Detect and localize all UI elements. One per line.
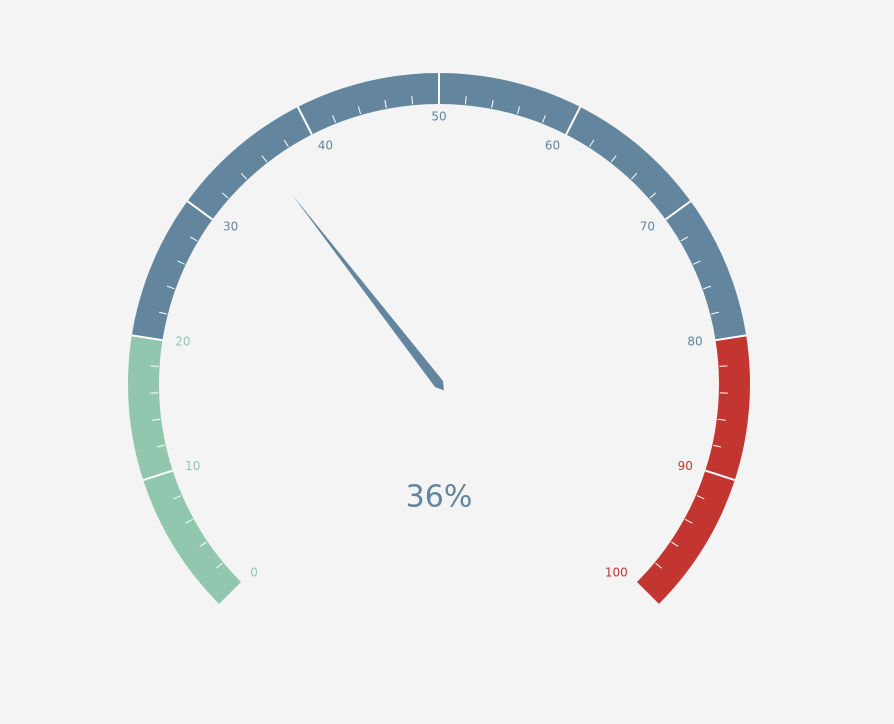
gauge-minor-tick [185,518,193,524]
gauge-minor-tick [261,155,268,163]
gauge-band-0 [128,335,242,604]
gauge-minor-tick [649,192,657,199]
gauge-ticks [131,73,747,569]
gauge-minor-tick [696,495,705,500]
gauge-minor-tick [216,562,223,569]
gauge-minor-tick [283,139,289,148]
gauge-axis-bands [128,73,751,604]
gauge-minor-tick [491,100,494,109]
gauge-tick-label: 80 [687,335,702,349]
gauge-split-line [715,334,747,342]
gauge-minor-tick [189,236,198,242]
gauge-minor-tick [199,541,207,547]
gauge-minor-tick [411,96,414,105]
gauge-band-1 [131,73,747,341]
gauge-split-line [565,106,582,135]
gauge-split-line [296,106,313,135]
gauge-tick-label: 90 [678,459,693,473]
gauge-minor-tick [177,260,185,265]
gauge-minor-tick [655,562,662,569]
gauge-minor-tick [541,115,546,123]
gauge-tick-label: 60 [545,139,560,153]
gauge-minor-tick [150,365,159,367]
gauge-split-line [704,469,736,482]
gauge-tick-label: 0 [250,565,258,579]
gauge-minor-tick [357,106,362,115]
gauge-minor-tick [671,541,679,547]
gauge-minor-tick [713,444,722,448]
gauge-minor-tick [711,311,720,315]
gauge-minor-tick [166,285,175,290]
gauge-split-line [142,469,174,482]
gauge-pointer [291,194,444,391]
gauge-tick-label: 50 [431,110,446,124]
gauge-minor-tick [152,418,161,421]
gauge-value-text: 36% [406,480,473,515]
gauge-minor-tick [680,236,689,242]
gauge-minor-tick [332,115,337,123]
gauge-minor-tick [703,285,712,290]
gauge-minor-tick [173,495,182,500]
gauge-minor-tick [630,172,638,180]
gauge-split-line [131,334,163,342]
gauge-tick-label: 20 [175,335,190,349]
gauge-minor-tick [156,444,165,448]
gauge-tick-label: 70 [640,220,655,234]
gauge-minor-tick [221,192,229,199]
gauge-minor-tick [516,106,521,115]
gauge-tick-label: 40 [318,139,333,153]
gauge-minor-tick [464,96,467,105]
gauge-band-2 [636,335,751,604]
gauge-split-line [186,200,214,221]
gauge-minor-tick [610,155,617,163]
gauge-minor-tick [685,518,693,524]
gauge-minor-tick [717,418,726,421]
gauge-minor-tick [719,365,728,367]
gauge-tick-labels: 0 10 20 30 40 50 60 70 80 90 100 [175,110,702,580]
gauge-pointer-group [291,194,444,391]
gauge-tick-label: 30 [223,220,238,234]
gauge-minor-tick [589,139,595,148]
gauge-minor-tick [384,100,387,109]
gauge-tick-label: 10 [185,459,200,473]
gauge-split-line [664,200,692,221]
gauge-minor-tick [240,172,248,180]
gauge-minor-tick [693,260,701,265]
gauge-minor-tick [158,311,167,315]
gauge-tick-label: 100 [605,565,628,579]
